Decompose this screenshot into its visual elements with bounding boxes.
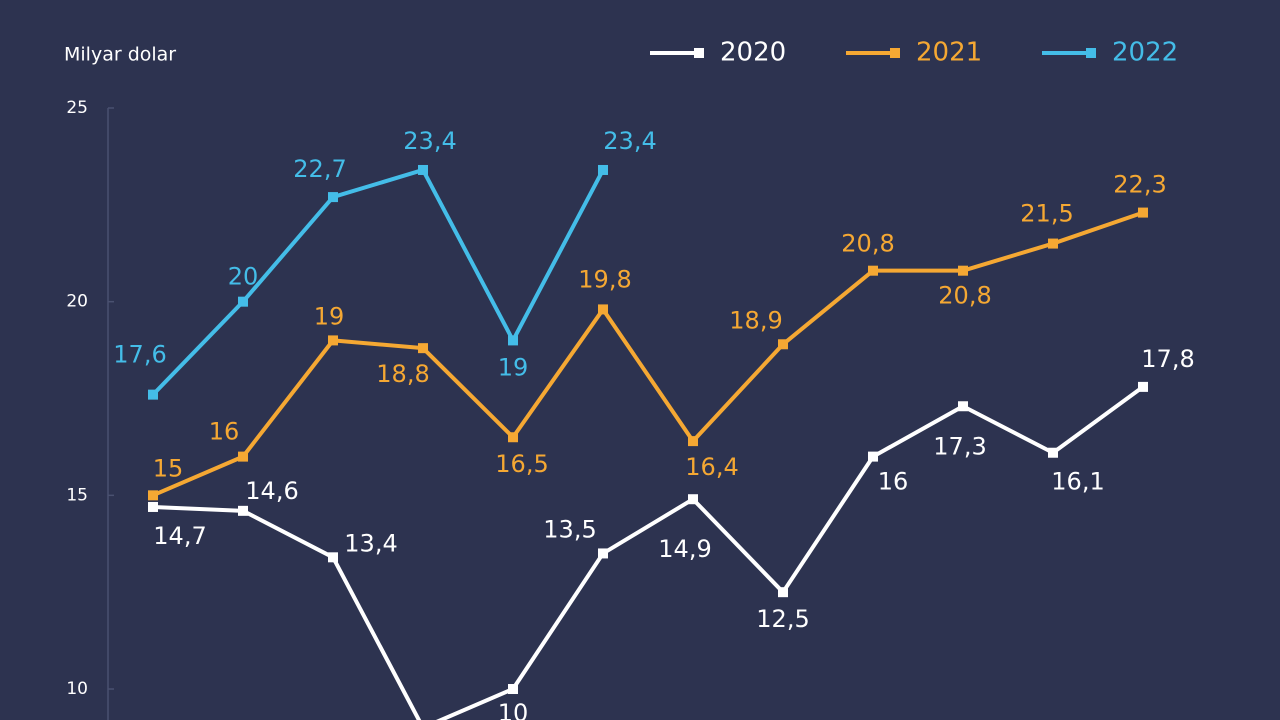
marker xyxy=(328,335,338,346)
marker xyxy=(238,451,248,462)
marker xyxy=(1138,381,1148,392)
marker xyxy=(598,304,608,315)
legend-label: 2022 xyxy=(1112,38,1178,68)
data-label: 15 xyxy=(153,454,184,482)
data-label: 19,8 xyxy=(578,265,631,293)
data-label: 18,9 xyxy=(729,306,782,334)
marker xyxy=(418,343,428,354)
data-label: 21,5 xyxy=(1020,200,1073,228)
legend-label: 2021 xyxy=(916,38,982,68)
marker xyxy=(598,164,608,175)
y-tick-label: 25 xyxy=(66,98,88,118)
marker xyxy=(688,494,698,505)
data-label: 12,5 xyxy=(756,605,809,633)
data-label: 20 xyxy=(228,263,259,291)
legend-marker xyxy=(890,48,900,58)
marker xyxy=(238,505,248,516)
marker xyxy=(778,587,788,598)
data-label: 10 xyxy=(498,699,529,720)
marker xyxy=(598,548,608,559)
data-label: 17,8 xyxy=(1141,345,1194,373)
data-label: 16,4 xyxy=(685,453,738,481)
data-label: 18,8 xyxy=(376,360,429,388)
data-label: 23,4 xyxy=(403,127,456,155)
marker xyxy=(868,265,878,276)
marker xyxy=(418,164,428,175)
marker xyxy=(328,552,338,563)
data-label: 20,8 xyxy=(938,282,991,310)
data-label: 16 xyxy=(878,468,909,496)
data-label: 14,6 xyxy=(245,477,298,505)
data-label: 16,5 xyxy=(495,450,548,478)
marker xyxy=(688,436,698,447)
marker xyxy=(508,684,518,695)
marker xyxy=(1138,207,1148,218)
marker xyxy=(868,451,878,462)
data-label: 17,3 xyxy=(933,432,986,460)
y-tick-label: 15 xyxy=(66,485,88,505)
data-label: 17,6 xyxy=(113,341,166,369)
marker xyxy=(778,339,788,350)
data-label: 19 xyxy=(498,353,529,381)
marker xyxy=(508,432,518,443)
legend-label: 2020 xyxy=(720,38,786,68)
legend-marker xyxy=(1086,48,1096,58)
marker xyxy=(1048,447,1058,458)
data-label: 19 xyxy=(314,302,345,330)
data-label: 16 xyxy=(209,418,240,446)
y-tick-label: 20 xyxy=(66,292,88,312)
data-label: 20,8 xyxy=(841,230,894,258)
series-line xyxy=(152,210,1144,498)
data-label: 22,3 xyxy=(1113,171,1166,199)
marker xyxy=(238,296,248,307)
marker xyxy=(148,501,158,512)
marker xyxy=(508,335,518,346)
data-label: 14,9 xyxy=(658,535,711,563)
data-label: 13,4 xyxy=(344,529,397,557)
marker xyxy=(958,401,968,412)
marker xyxy=(958,265,968,276)
series-line xyxy=(152,385,1145,720)
legend-marker xyxy=(694,48,704,58)
marker xyxy=(328,192,338,203)
marker xyxy=(148,490,158,501)
data-label: 23,4 xyxy=(603,127,656,155)
data-label: 22,7 xyxy=(293,155,346,183)
y-axis-label: Milyar dolar xyxy=(64,44,176,66)
data-label: 14,7 xyxy=(153,522,206,550)
y-tick-label: 10 xyxy=(66,679,88,699)
marker xyxy=(1048,238,1058,249)
marker xyxy=(148,389,158,400)
data-label: 13,5 xyxy=(543,515,596,543)
series-line xyxy=(151,167,605,397)
data-label: 16,1 xyxy=(1051,468,1104,496)
